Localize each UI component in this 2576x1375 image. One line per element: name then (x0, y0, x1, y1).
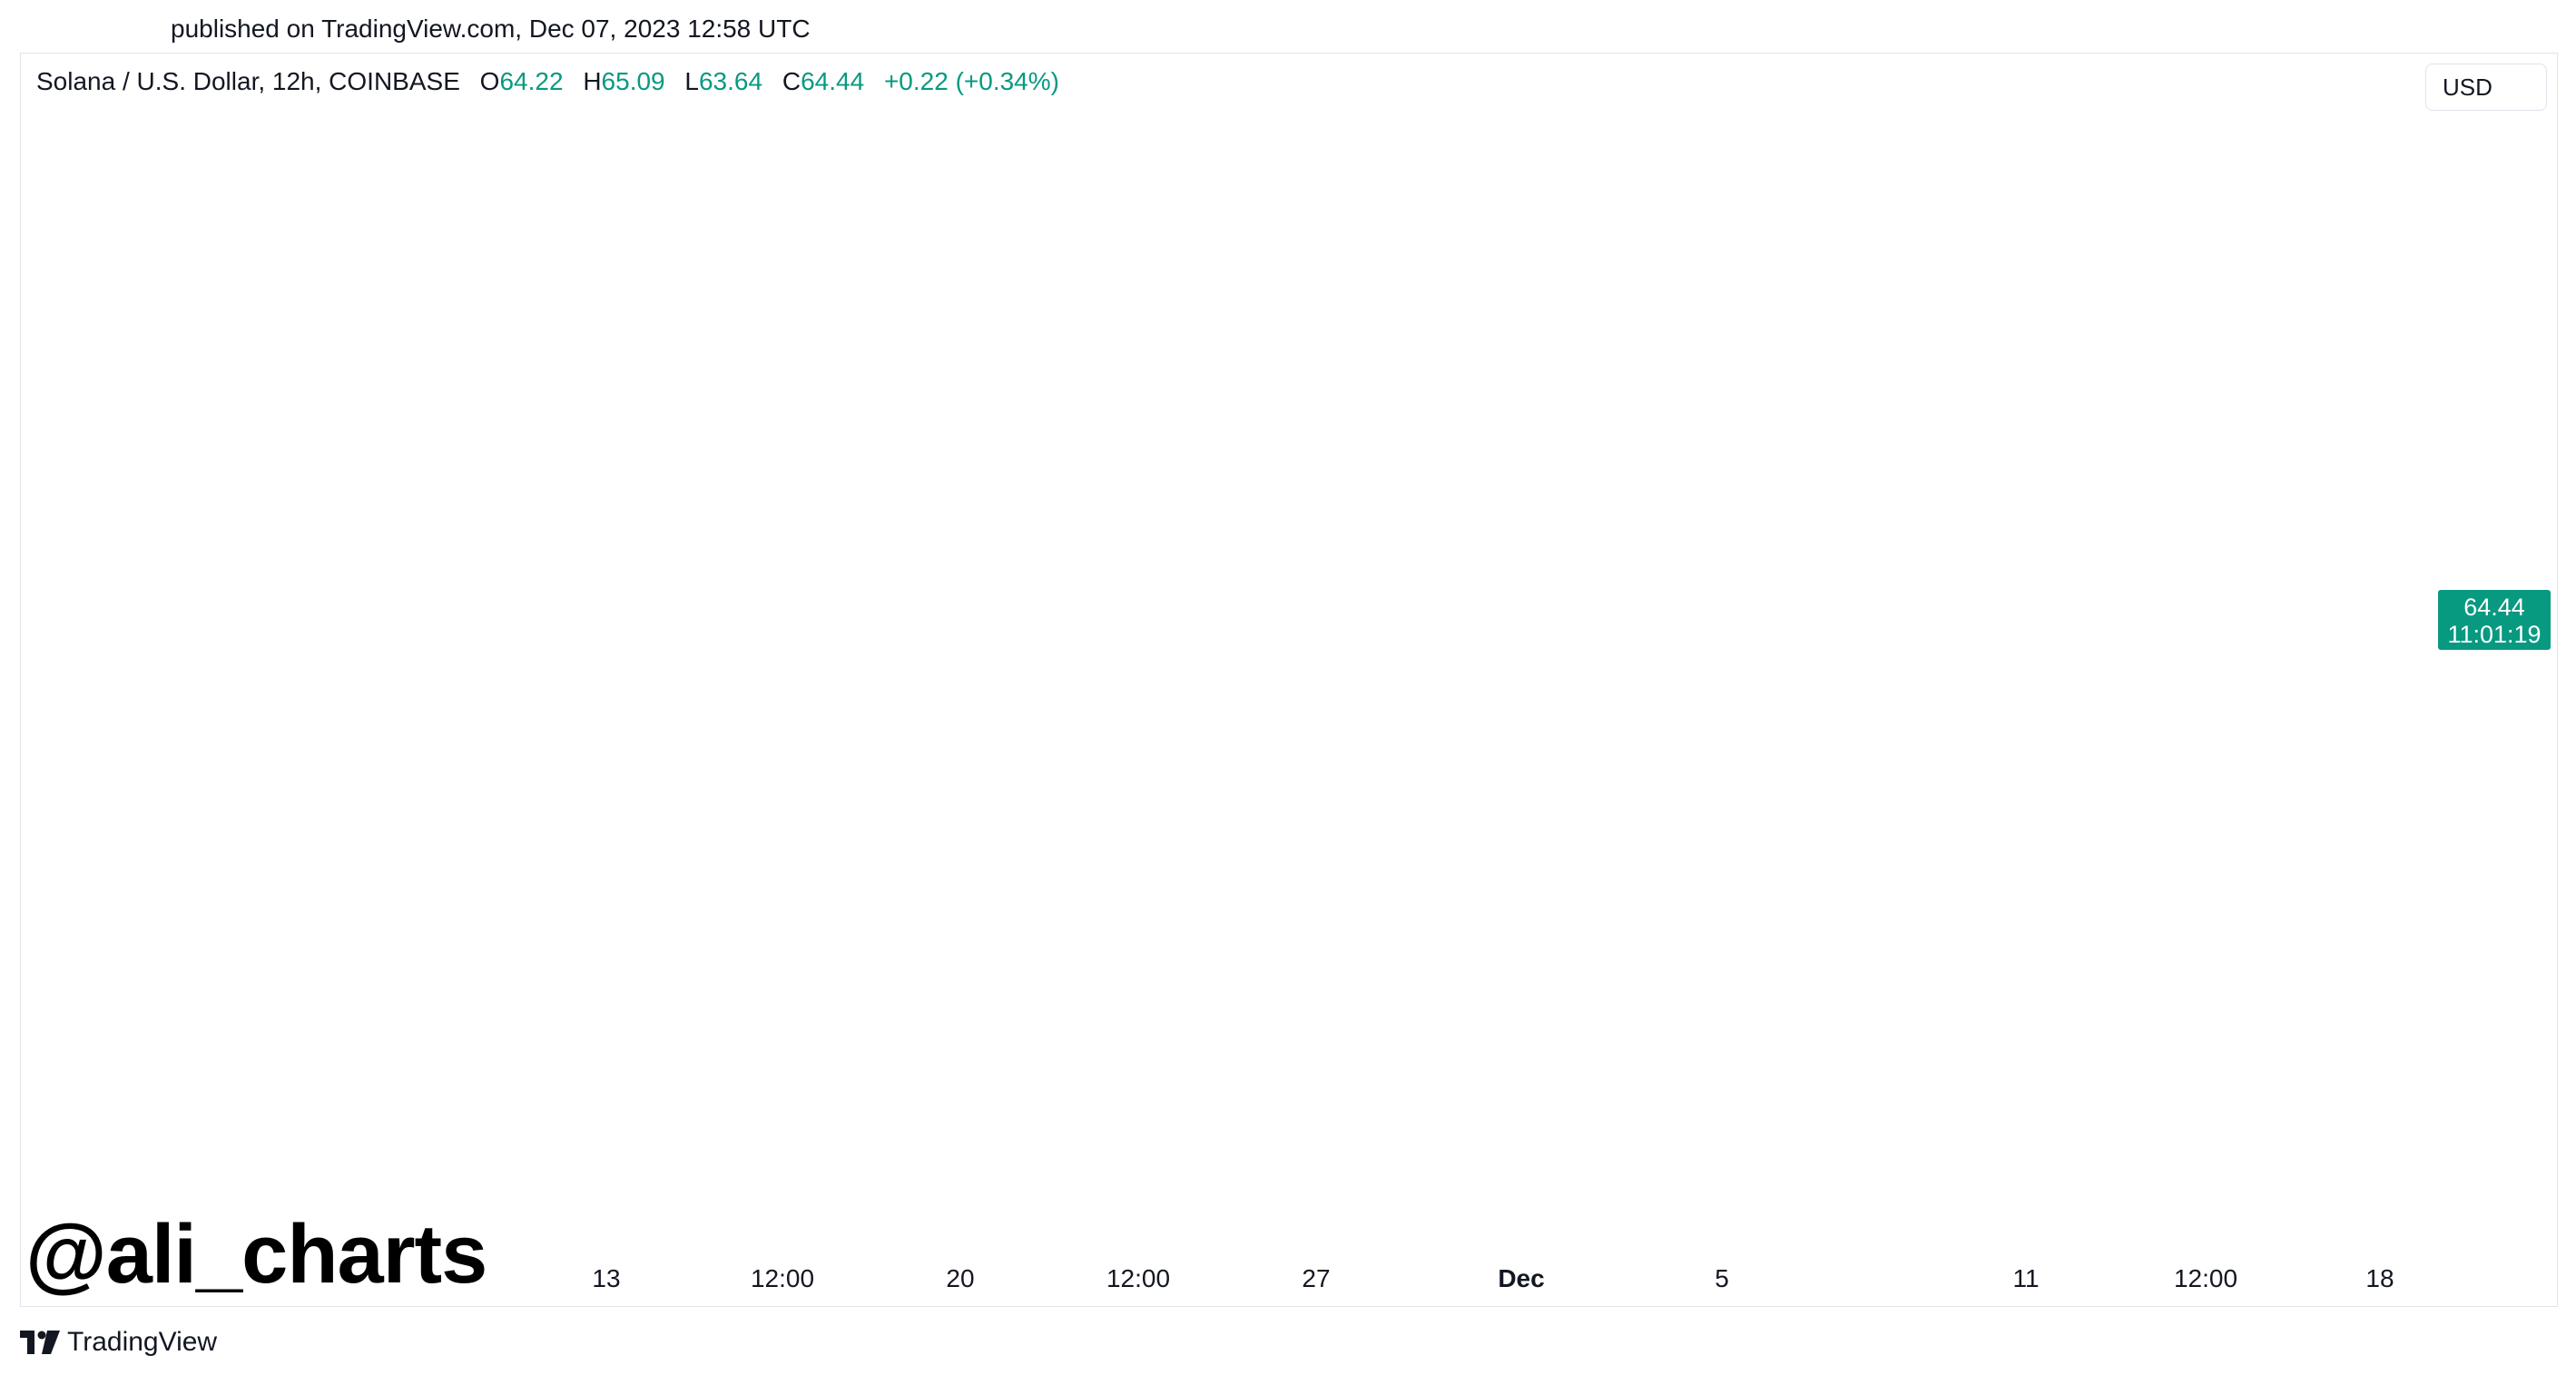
open-value: 64.22 (499, 67, 564, 95)
x-axis: 13 12:00 20 12:00 27 Dec 5 11 12:00 18 (592, 1264, 2394, 1292)
x-tick-label: Dec (1498, 1264, 1544, 1292)
bar-countdown: 11:01:19 (2447, 621, 2542, 648)
high-label: H (583, 67, 602, 95)
x-tick-label: 12:00 (2174, 1264, 2237, 1292)
x-tick-label: 27 (1302, 1264, 1330, 1292)
last-price-value: 64.44 (2463, 594, 2525, 621)
chart-pane[interactable] (20, 53, 2558, 1307)
open-label: O (479, 67, 500, 95)
symbol-title: Solana / U.S. Dollar, 12h, COINBASE (36, 67, 460, 95)
change-value: +0.22 (+0.34%) (883, 67, 1059, 95)
x-tick-label: 12:00 (1106, 1264, 1170, 1292)
high-value: 65.09 (601, 67, 665, 95)
author-watermark: @ali_charts (25, 1208, 487, 1301)
x-tick-label: 18 (2365, 1264, 2394, 1292)
tradingview-logo-icon (20, 1331, 60, 1354)
x-tick-label: 13 (592, 1264, 620, 1292)
currency-button[interactable]: USD (2425, 64, 2547, 111)
x-tick-label: 11 (2012, 1264, 2039, 1292)
symbol-header: Solana / U.S. Dollar, 12h, COINBASE O64.… (36, 67, 1059, 96)
close-label: C (782, 67, 801, 95)
low-label: L (684, 67, 699, 95)
x-tick-label: 12:00 (751, 1264, 814, 1292)
tradingview-brand-label: TradingView (67, 1327, 218, 1357)
low-value: 63.64 (698, 67, 763, 95)
x-tick-label: 5 (1715, 1264, 1729, 1292)
published-caption: published on TradingView.com, Dec 07, 20… (171, 15, 811, 43)
last-price-tag: 64.44 11:01:19 (2438, 590, 2551, 650)
close-value: 64.44 (801, 67, 865, 95)
tradingview-brand[interactable]: TradingView (20, 1327, 217, 1358)
x-tick-label: 20 (946, 1264, 974, 1292)
